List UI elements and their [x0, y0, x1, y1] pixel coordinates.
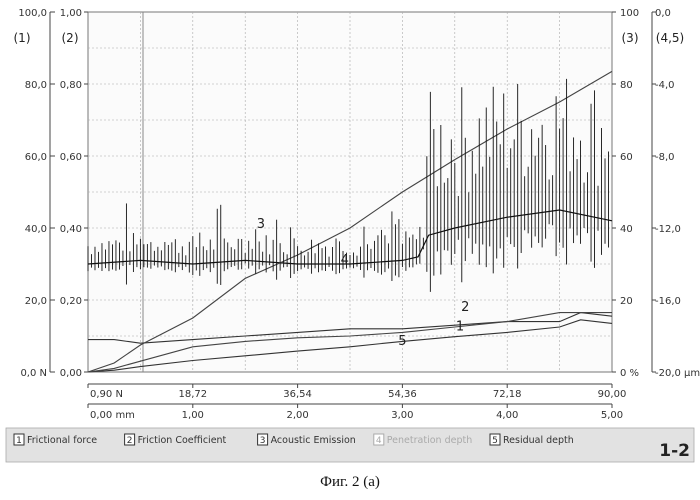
series-3-annotation: 3 — [257, 217, 265, 232]
y1-tick-label: 80,0 — [25, 80, 47, 91]
y3-axis-label: (3) — [622, 31, 639, 45]
x-distance-tick-label: 3,00 — [391, 410, 413, 421]
y45-tick-label: -8,0 — [655, 152, 675, 163]
y3-tick-label: 40 — [620, 224, 633, 235]
x-distance-tick-label: 1,00 — [182, 410, 204, 421]
legend-label-1: Frictional force — [27, 435, 97, 446]
figure-caption: Фиг. 2 (а) — [0, 474, 700, 491]
y45-tick-label: -16,0 — [655, 296, 681, 307]
y1-tick-label: 0,0 N — [20, 368, 47, 379]
y1-tick-label: 20,0 — [25, 296, 47, 307]
y45-tick-label: -12,0 — [655, 224, 681, 235]
y2-tick-label: 0,80 — [60, 80, 82, 91]
y2-tick-label: 0,00 — [60, 368, 82, 379]
legend-number-4: 4 — [376, 436, 382, 446]
legend-number-5: 5 — [492, 436, 498, 446]
y45-tick-label: 0,0 — [655, 8, 671, 19]
friction-chart: 100,080,060,040,020,00,0 N(1)1,000,800,6… — [0, 0, 700, 470]
x-force-tick-label: 0,90 N — [90, 389, 123, 400]
series-1-annotation: 1 — [456, 320, 464, 335]
y2-tick-label: 1,00 — [60, 8, 82, 19]
y1-axis-label: (1) — [14, 31, 31, 45]
y1-tick-label: 100,0 — [18, 8, 47, 19]
x-force-tick-label: 18,72 — [178, 389, 207, 400]
legend-number-3: 3 — [260, 436, 266, 446]
legend-label-4: Penetration depth — [387, 435, 472, 446]
legend-label-5: Residual depth — [503, 435, 574, 446]
y3-tick-label: 0 % — [620, 368, 639, 379]
series-4-annotation: 4 — [341, 253, 349, 268]
y3-tick-label: 60 — [620, 152, 633, 163]
x-distance-tick-label: 4,00 — [496, 410, 518, 421]
y45-tick-label: -20,0 µm — [655, 368, 700, 379]
y2-tick-label: 0,40 — [60, 224, 82, 235]
legend-number-1: 1 — [16, 436, 22, 446]
panel-id: 1-2 — [659, 441, 690, 461]
x-force-tick-label: 72,18 — [493, 389, 522, 400]
y45-axis-label: (4,5) — [656, 31, 684, 45]
y1-tick-label: 60,0 — [25, 152, 47, 163]
x-force-tick-label: 54,36 — [388, 389, 417, 400]
y2-tick-label: 0,20 — [60, 296, 82, 307]
x-distance-tick-label: 2,00 — [286, 410, 308, 421]
legend-label-3: Acoustic Emission — [271, 435, 356, 446]
legend-number-2: 2 — [127, 436, 133, 446]
y2-axis-label: (2) — [62, 31, 79, 45]
x-distance-tick-label: 5,00 — [601, 410, 623, 421]
series-5-annotation: 5 — [398, 334, 406, 349]
y45-tick-label: -4,0 — [655, 80, 675, 91]
x-force-tick-label: 90,00 — [598, 389, 627, 400]
y3-tick-label: 80 — [620, 80, 633, 91]
y3-tick-label: 20 — [620, 296, 633, 307]
legend-label-2: Friction Coefficient — [138, 435, 227, 446]
series-2-annotation: 2 — [461, 300, 469, 315]
x-distance-tick-label: 0,00 mm — [90, 410, 135, 421]
y3-tick-label: 100 — [620, 8, 639, 19]
y1-tick-label: 40,0 — [25, 224, 47, 235]
y2-tick-label: 0,60 — [60, 152, 82, 163]
x-force-tick-label: 36,54 — [283, 389, 312, 400]
